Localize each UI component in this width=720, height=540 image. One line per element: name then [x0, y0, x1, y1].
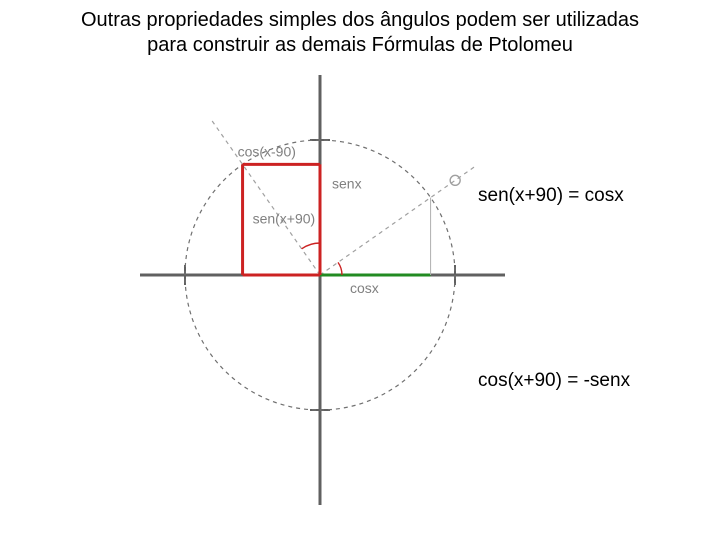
trig-circle-svg: cos(x-90) sen(x+90) senx cosx — [140, 75, 510, 505]
trig-circle-diagram: cos(x-90) sen(x+90) senx cosx — [140, 75, 510, 505]
label-cosx: cosx — [350, 280, 379, 296]
page-title: Outras propriedades simples dos ângulos … — [0, 8, 720, 58]
label-senx: senx — [332, 175, 362, 191]
heading-line-1: Outras propriedades simples dos ângulos … — [81, 9, 639, 31]
label-sen-x-90: sen(x+90) — [253, 211, 316, 227]
heading-line-2: para construir as demais Fórmulas de Pto… — [147, 34, 573, 56]
label-cos-x-90: cos(x-90) — [238, 143, 296, 159]
